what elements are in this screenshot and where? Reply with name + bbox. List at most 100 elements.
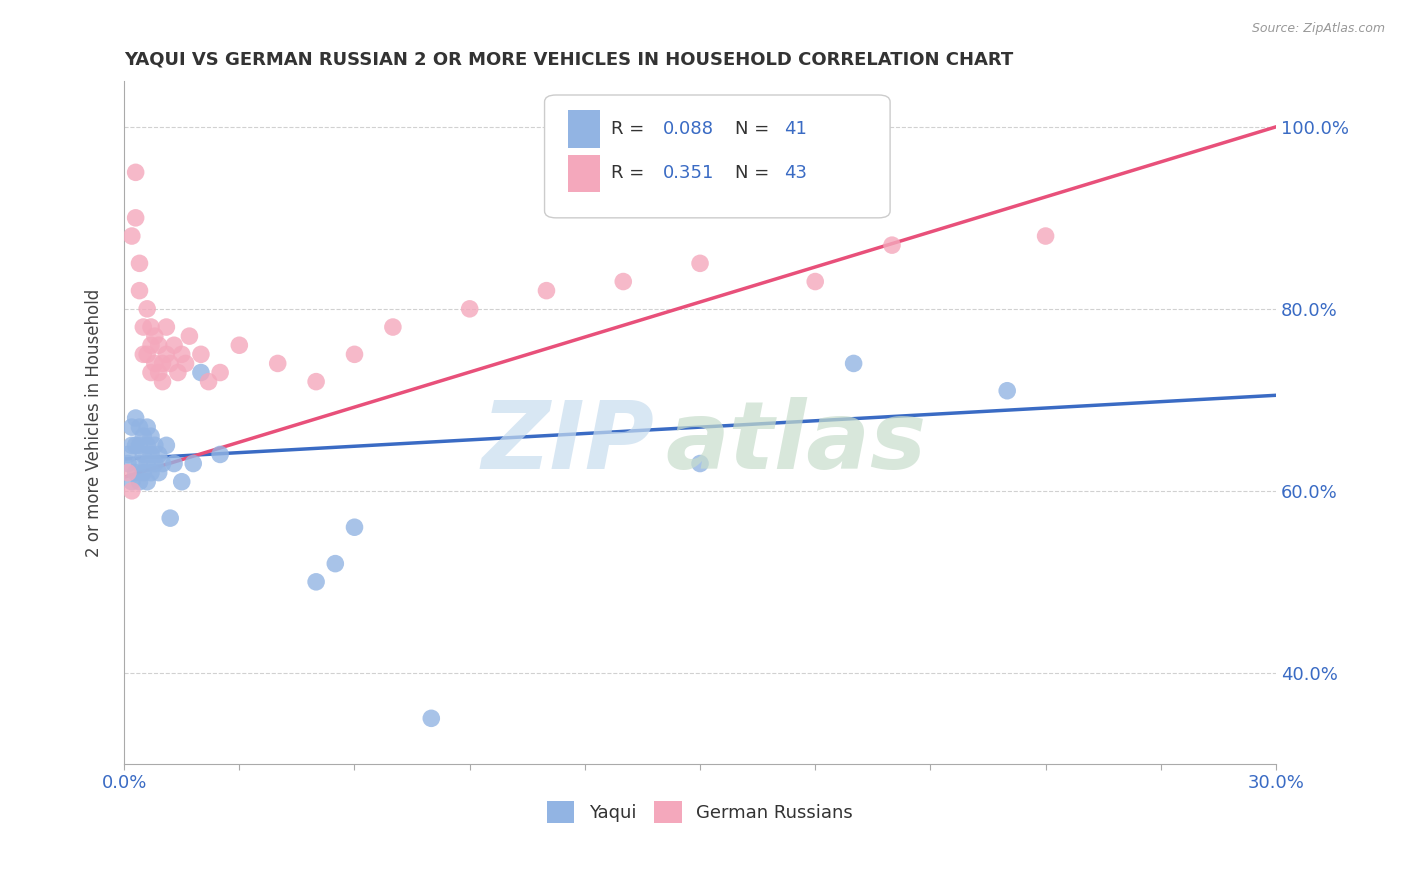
Point [148,338,170,352]
Point [267,356,290,370]
Point [148,447,170,461]
Point [132,466,155,480]
Point [197,375,219,389]
Point [136,420,159,434]
Text: atlas: atlas [665,397,927,489]
Point [136,457,159,471]
Point [167,366,190,380]
Text: N =: N = [734,164,775,183]
Point [132,347,155,361]
Point [132,320,155,334]
Point [124,165,146,179]
Point [995,384,1018,398]
Point [132,429,155,443]
Point [148,366,170,380]
Point [842,356,865,370]
Text: YAQUI VS GERMAN RUSSIAN 2 OR MORE VEHICLES IN HOUSEHOLD CORRELATION CHART: YAQUI VS GERMAN RUSSIAN 2 OR MORE VEHICL… [124,51,1014,69]
Point [343,347,366,361]
Text: R =: R = [612,120,651,138]
Point [170,347,193,361]
Point [323,557,346,571]
Point [155,320,177,334]
Point [139,320,162,334]
Text: R =: R = [612,164,651,183]
Point [152,375,174,389]
Point [128,457,150,471]
Point [163,338,186,352]
Point [174,356,197,370]
Point [228,338,250,352]
Point [139,366,162,380]
Point [117,447,139,461]
Point [121,438,143,452]
Text: 0.088: 0.088 [664,120,714,138]
Point [136,475,159,489]
Point [148,466,170,480]
Point [689,256,711,270]
Point [612,275,634,289]
Point [143,356,166,370]
Point [155,438,177,452]
Point [170,475,193,489]
Point [155,347,177,361]
Text: 43: 43 [785,164,807,183]
Point [124,211,146,225]
Point [152,457,174,471]
Point [139,429,162,443]
Point [152,356,174,370]
Text: Source: ZipAtlas.com: Source: ZipAtlas.com [1251,22,1385,36]
Point [1035,229,1057,244]
Point [159,356,181,370]
Y-axis label: 2 or more Vehicles in Household: 2 or more Vehicles in Household [86,288,103,557]
Point [121,475,143,489]
Point [121,420,143,434]
Point [121,483,143,498]
Point [121,229,143,244]
Point [136,301,159,316]
Point [128,284,150,298]
Text: ZIP: ZIP [481,397,654,489]
Point [343,520,366,534]
Point [209,366,232,380]
Point [305,574,328,589]
Point [143,438,166,452]
Point [139,466,162,480]
Point [128,420,150,434]
Point [117,457,139,471]
Point [190,366,212,380]
Point [163,457,186,471]
Bar [568,154,600,193]
Point [124,466,146,480]
Point [139,338,162,352]
FancyBboxPatch shape [544,95,890,218]
Point [128,438,150,452]
Point [536,284,558,298]
Point [117,466,139,480]
Point [689,457,711,471]
Text: N =: N = [734,120,775,138]
Point [804,275,827,289]
Point [190,347,212,361]
Point [128,256,150,270]
Point [124,411,146,425]
Point [139,447,162,461]
Legend: Yaqui, German Russians: Yaqui, German Russians [547,801,852,823]
Point [458,301,481,316]
Point [381,320,404,334]
Point [143,329,166,343]
Point [143,457,166,471]
Text: 41: 41 [785,120,807,138]
Text: 0.351: 0.351 [664,164,714,183]
Point [880,238,903,252]
Point [128,475,150,489]
Point [132,447,155,461]
Point [136,438,159,452]
Point [179,329,201,343]
Point [209,447,232,461]
Point [136,347,159,361]
Point [420,711,443,725]
Point [159,511,181,525]
Point [305,375,328,389]
Point [124,438,146,452]
Bar [568,111,600,148]
